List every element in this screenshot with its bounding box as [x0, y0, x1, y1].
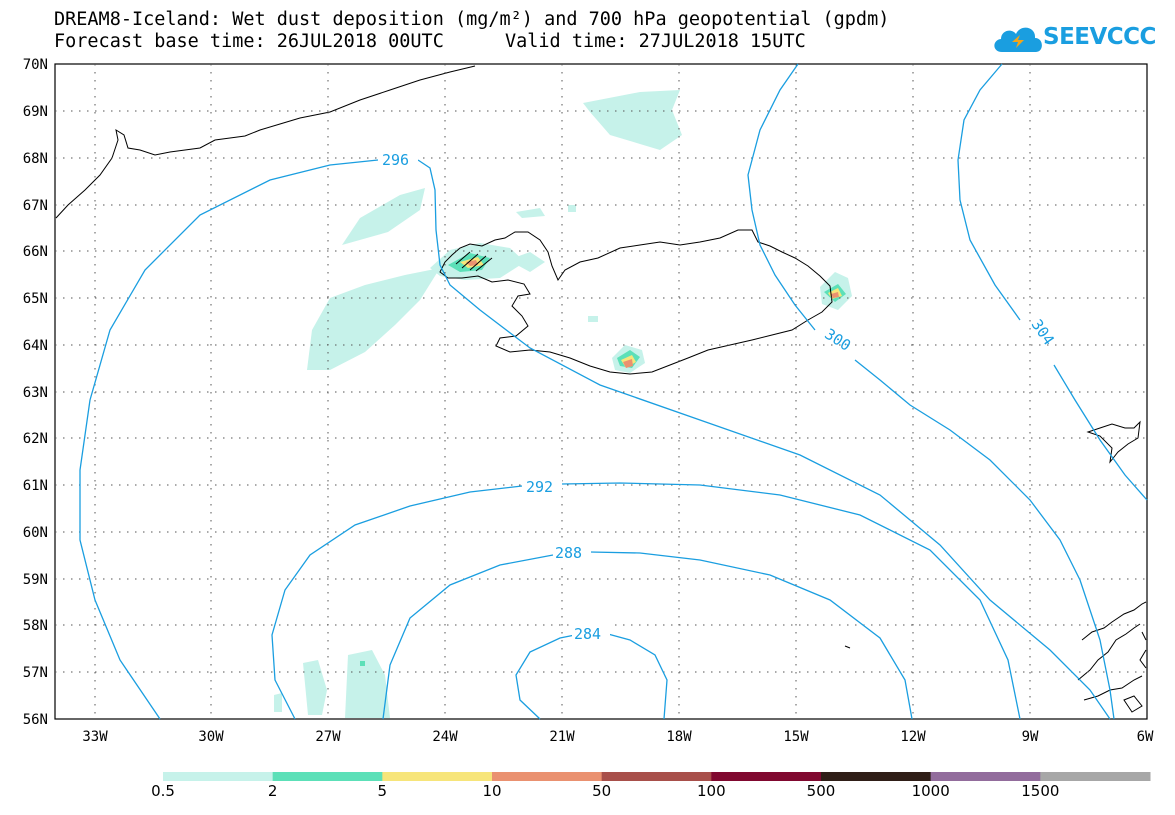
- legend-label: 1500: [1021, 782, 1060, 800]
- longitude-labels: 33W 30W 27W 24W 21W 18W 15W 12W 9W 6W: [82, 729, 1154, 745]
- legend-colorbar: [163, 772, 1151, 781]
- svg-text:27W: 27W: [315, 729, 341, 745]
- contour-label-288: 288: [555, 544, 582, 562]
- contour-292: [271, 482, 1021, 720]
- legend-swatch: [1040, 772, 1151, 781]
- svg-text:24W: 24W: [432, 729, 458, 745]
- legend-swatch: [492, 772, 603, 781]
- contour-300: [747, 63, 1115, 720]
- svg-text:12W: 12W: [900, 729, 926, 745]
- legend-swatch: [163, 772, 274, 781]
- svg-text:9W: 9W: [1022, 729, 1039, 745]
- dust-deposition-layer: [274, 90, 852, 718]
- map-title: DREAM8-Iceland: Wet dust deposition (mg/…: [54, 9, 890, 30]
- legend-label: 1000: [911, 782, 950, 800]
- geopotential-contours: [79, 63, 1148, 720]
- legend-swatch: [711, 772, 822, 781]
- svg-text:67N: 67N: [23, 198, 48, 214]
- cloud-logo-icon: [994, 27, 1042, 52]
- svg-text:65N: 65N: [23, 291, 48, 307]
- svg-text:62N: 62N: [23, 431, 48, 447]
- legend-label: 0.5: [151, 782, 175, 800]
- svg-text:33W: 33W: [82, 729, 108, 745]
- svg-text:63N: 63N: [23, 385, 48, 401]
- contour-label-296: 296: [382, 151, 409, 169]
- svg-text:18W: 18W: [666, 729, 692, 745]
- legend-label: 100: [697, 782, 726, 800]
- svg-text:56N: 56N: [23, 712, 48, 728]
- valid-time: Valid time: 27JUL2018 15UTC: [505, 31, 806, 52]
- latitude-labels: 70N 69N 68N 67N 66N 65N 64N 63N 62N 61N …: [23, 57, 48, 728]
- svg-text:70N: 70N: [23, 57, 48, 73]
- svg-text:61N: 61N: [23, 478, 48, 494]
- legend-swatch: [382, 772, 493, 781]
- legend-label: 2: [267, 782, 278, 800]
- svg-text:6W: 6W: [1137, 729, 1154, 745]
- legend-label: 10: [482, 782, 502, 800]
- contour-label-292: 292: [526, 478, 553, 496]
- contour-296: [79, 159, 1111, 720]
- legend-label: 50: [592, 782, 612, 800]
- legend-swatch: [821, 772, 932, 781]
- map-frame: [54, 63, 1148, 720]
- svg-text:15W: 15W: [783, 729, 809, 745]
- contour-284: [515, 633, 668, 720]
- svg-text:69N: 69N: [23, 104, 48, 120]
- svg-text:57N: 57N: [23, 665, 48, 681]
- legend-label: 500: [806, 782, 836, 800]
- logo-text: SEEVCCC: [1043, 24, 1156, 50]
- svg-text:60N: 60N: [23, 525, 48, 541]
- legend-label: 5: [377, 782, 388, 800]
- legend-swatch: [272, 772, 383, 781]
- contour-288: [382, 551, 913, 720]
- contour-label-284: 284: [574, 625, 601, 643]
- legend-swatch: [601, 772, 712, 781]
- svg-text:58N: 58N: [23, 618, 48, 634]
- contour-304: [957, 63, 1148, 501]
- legend-swatch: [930, 772, 1041, 781]
- svg-text:64N: 64N: [23, 338, 48, 354]
- svg-text:68N: 68N: [23, 151, 48, 167]
- forecast-base-time: Forecast base time: 26JUL2018 00UTC: [54, 31, 444, 52]
- svg-text:59N: 59N: [23, 572, 48, 588]
- svg-text:66N: 66N: [23, 244, 48, 260]
- svg-text:30W: 30W: [198, 729, 224, 745]
- coastline-layer: [55, 65, 1147, 713]
- svg-text:21W: 21W: [549, 729, 575, 745]
